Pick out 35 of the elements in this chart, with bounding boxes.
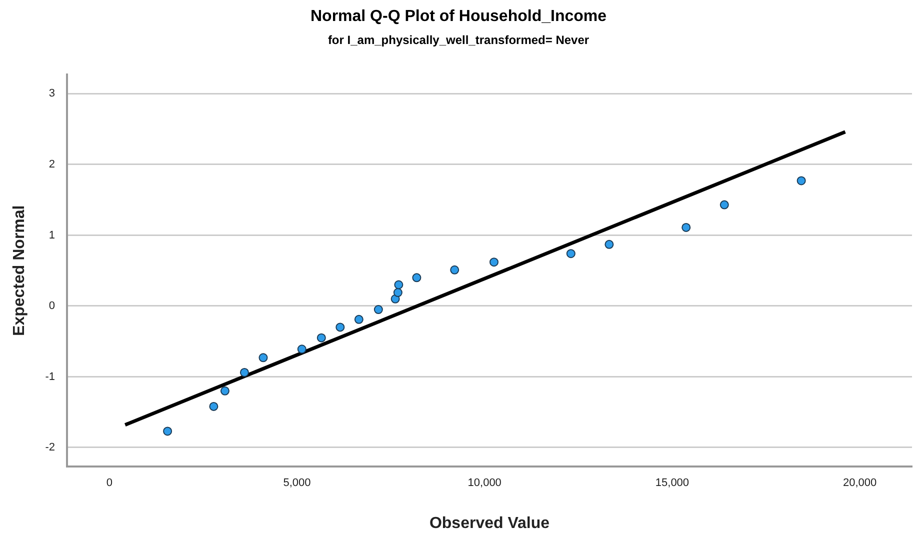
chart-subtitle: for I_am_physically_well_transformed= Never: [326, 33, 590, 47]
point: [489, 258, 498, 267]
x-tick-label: 15,000: [655, 477, 690, 490]
point: [258, 353, 268, 362]
point: [163, 426, 172, 436]
point: [393, 288, 402, 298]
point: [354, 314, 364, 324]
point: [374, 305, 383, 314]
y-tick-label: 1: [48, 229, 55, 242]
point: [412, 273, 422, 282]
x-tick-label: 5,000: [283, 477, 311, 490]
point: [566, 249, 576, 258]
x-tick-label: 10,000: [468, 477, 502, 490]
y-tick-label: 3: [48, 88, 55, 100]
y-tick-label: -1: [45, 370, 55, 383]
y-axis-title: Expected Normal: [11, 205, 28, 336]
point: [240, 368, 249, 377]
point: [450, 265, 460, 274]
point: [316, 333, 326, 342]
x-axis-title: Observed Value: [429, 514, 550, 532]
point: [720, 200, 729, 210]
y-tick-label: 0: [48, 300, 55, 312]
point: [394, 280, 404, 290]
point: [220, 386, 230, 396]
point: [209, 402, 218, 411]
x-tick-label: 20,000: [843, 477, 877, 490]
y-tick-label: 2: [48, 158, 55, 170]
x-tick-label: 0: [106, 477, 112, 490]
y-tick-label: -2: [45, 442, 55, 454]
point: [604, 240, 614, 249]
point: [297, 344, 306, 354]
point: [682, 222, 691, 232]
point: [796, 176, 806, 186]
chart-title: Normal Q-Q Plot of Household_Income: [309, 8, 608, 26]
point: [336, 322, 345, 332]
